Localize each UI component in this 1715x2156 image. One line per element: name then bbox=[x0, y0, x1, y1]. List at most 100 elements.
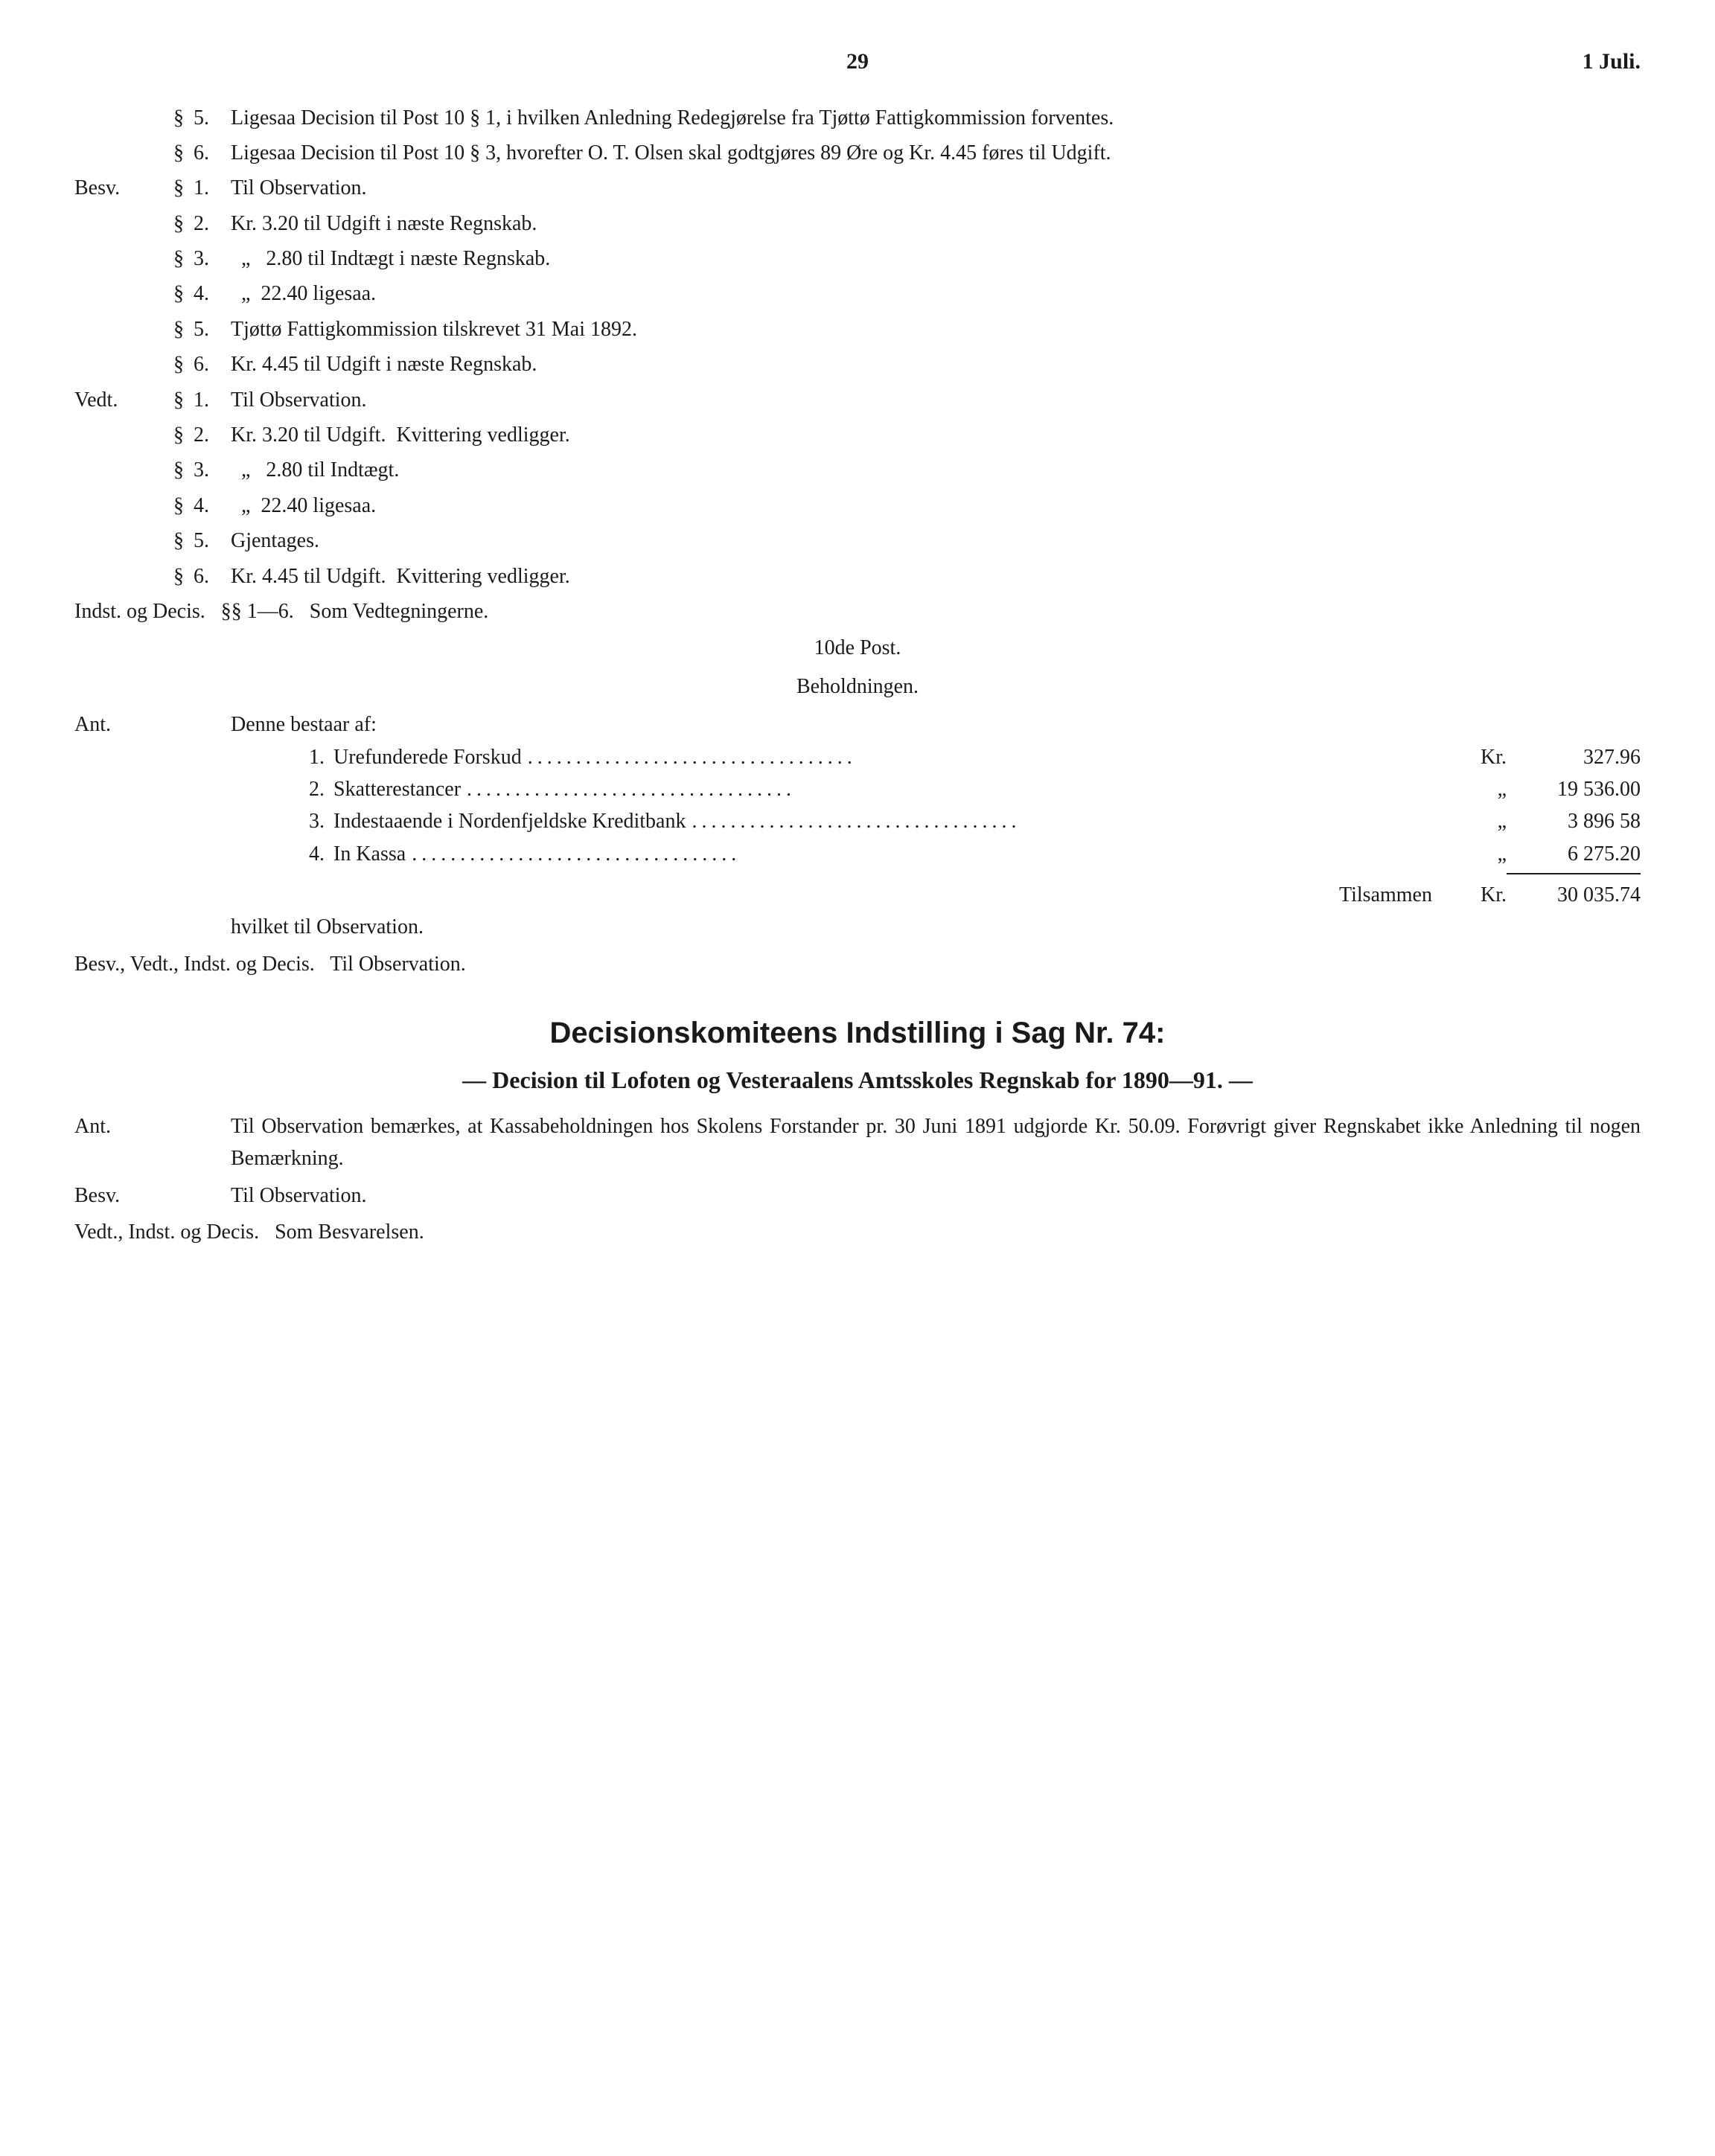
beholdning-kr: „ bbox=[1454, 838, 1507, 870]
beholdning-desc: Skatterestancer bbox=[333, 773, 461, 805]
entry-text: „ 2.80 til Indtægt i næste Regnskab. bbox=[231, 243, 1641, 275]
entry-text: „ 22.40 ligesaa. bbox=[231, 278, 1641, 310]
section-number: 5. bbox=[194, 102, 231, 134]
beholdning-row: 4.In Kassa..............................… bbox=[74, 838, 1641, 870]
sum-kr: Kr. bbox=[1454, 879, 1507, 911]
section-number: 4. bbox=[194, 490, 231, 522]
subtitle: — Decision til Lofoten og Vesteraalens A… bbox=[74, 1063, 1641, 1097]
beholdning-num: 3. bbox=[298, 805, 333, 837]
entry-text: Til Observation. bbox=[231, 384, 1641, 416]
entry-row: Besv.§1.Til Observation. bbox=[74, 172, 1641, 204]
section-symbol: § bbox=[164, 102, 194, 134]
sum-line: Tilsammen Kr. 30 035.74 bbox=[74, 879, 1641, 911]
entry-row: §6.Ligesaa Decision til Post 10 § 3, hvo… bbox=[74, 137, 1641, 169]
entry-row: Vedt.§1.Til Observation. bbox=[74, 384, 1641, 416]
section-number: 5. bbox=[194, 313, 231, 345]
beholdning-desc: In Kassa bbox=[333, 838, 406, 870]
section-symbol: § bbox=[164, 490, 194, 522]
post-title: 10de Post. bbox=[74, 632, 1641, 664]
entry-row: §3. „ 2.80 til Indtægt i næste Regnskab. bbox=[74, 243, 1641, 275]
entry-row: §6.Kr. 4.45 til Udgift i næste Regnskab. bbox=[74, 348, 1641, 380]
main-title: Decisionskomiteens Indstilling i Sag Nr.… bbox=[74, 1010, 1641, 1056]
ant2-label: Ant. bbox=[74, 1110, 231, 1142]
section-number: 3. bbox=[194, 454, 231, 486]
dot-leader: .................................. bbox=[412, 838, 1449, 870]
entry-row: §4. „ 22.40 ligesaa. bbox=[74, 490, 1641, 522]
beholdning-value: 6 275.20 bbox=[1507, 838, 1641, 870]
section-symbol: § bbox=[164, 384, 194, 416]
entry-text: Ligesaa Decision til Post 10 § 3, hvoref… bbox=[231, 137, 1641, 169]
beholdning-value: 19 536.00 bbox=[1507, 773, 1641, 805]
entry-text: „ 22.40 ligesaa. bbox=[231, 490, 1641, 522]
entry-text: Kr. 4.45 til Udgift i næste Regnskab. bbox=[231, 348, 1641, 380]
section-symbol: § bbox=[164, 454, 194, 486]
entry-text: Tjøttø Fattigkommission tilskrevet 31 Ma… bbox=[231, 313, 1641, 345]
entry-row: §3. „ 2.80 til Indtægt. bbox=[74, 454, 1641, 486]
section-number: 2. bbox=[194, 419, 231, 451]
section-number: 1. bbox=[194, 172, 231, 204]
section-symbol: § bbox=[164, 172, 194, 204]
section-symbol: § bbox=[164, 560, 194, 592]
section-symbol: § bbox=[164, 525, 194, 557]
section-symbol: § bbox=[164, 278, 194, 310]
page-header: 29 1 Juli. bbox=[74, 45, 1641, 80]
ant2-text: Til Observation bemærkes, at Kassabehold… bbox=[231, 1110, 1641, 1175]
section-number: 4. bbox=[194, 278, 231, 310]
entry-text: „ 2.80 til Indtægt. bbox=[231, 454, 1641, 486]
beholdning-kr: „ bbox=[1454, 805, 1507, 837]
ant-label: Ant. bbox=[74, 708, 231, 740]
beholdning-kr: „ bbox=[1454, 773, 1507, 805]
entry-text: Gjentages. bbox=[231, 525, 1641, 557]
section-number: 6. bbox=[194, 348, 231, 380]
besv2-label: Besv. bbox=[74, 1180, 231, 1212]
beholdning-row: 1.Urefunderede Forskud..................… bbox=[74, 741, 1641, 773]
besv2-text: Til Observation. bbox=[231, 1180, 367, 1212]
bvid-line: Besv., Vedt., Indst. og Decis. Til Obser… bbox=[74, 948, 1641, 980]
entry-text: Ligesaa Decision til Post 10 § 1, i hvil… bbox=[231, 102, 1641, 134]
indst-line: Indst. og Decis. §§ 1—6. Som Vedtegninge… bbox=[74, 595, 1641, 627]
dot-leader: .................................. bbox=[692, 805, 1449, 837]
section-symbol: § bbox=[164, 243, 194, 275]
entry-row: §2.Kr. 3.20 til Udgift. Kvittering vedli… bbox=[74, 419, 1641, 451]
entry-text: Kr. 3.20 til Udgift i næste Regnskab. bbox=[231, 208, 1641, 240]
entry-text: Til Observation. bbox=[231, 172, 1641, 204]
section-number: 3. bbox=[194, 243, 231, 275]
beholdning-row: 3.Indestaaende i Nordenfjeldske Kreditba… bbox=[74, 805, 1641, 837]
sum-label: Tilsammen bbox=[1339, 879, 1432, 911]
dot-leader: .................................. bbox=[467, 773, 1449, 805]
beholdning-desc: Indestaaende i Nordenfjeldske Kreditbank bbox=[333, 805, 686, 837]
page-number: 29 bbox=[223, 45, 1492, 80]
dot-leader: .................................. bbox=[528, 741, 1449, 773]
section-symbol: § bbox=[164, 137, 194, 169]
entry-row: §6.Kr. 4.45 til Udgift. Kvittering vedli… bbox=[74, 560, 1641, 592]
entry-row: §2.Kr. 3.20 til Udgift i næste Regnskab. bbox=[74, 208, 1641, 240]
final-line: Vedt., Indst. og Decis. Som Besvarelsen. bbox=[74, 1216, 1641, 1248]
section-symbol: § bbox=[164, 208, 194, 240]
observation-note: hvilket til Observation. bbox=[74, 911, 1641, 943]
entry-row: §4. „ 22.40 ligesaa. bbox=[74, 278, 1641, 310]
section-number: 5. bbox=[194, 525, 231, 557]
header-date: 1 Juli. bbox=[1492, 45, 1641, 80]
entry-row: §5.Ligesaa Decision til Post 10 § 1, i h… bbox=[74, 102, 1641, 134]
beholdning-num: 2. bbox=[298, 773, 333, 805]
section-number: 1. bbox=[194, 384, 231, 416]
beholdning-value: 327.96 bbox=[1507, 741, 1641, 773]
section-symbol: § bbox=[164, 313, 194, 345]
beholdning-num: 4. bbox=[298, 838, 333, 870]
ant-intro: Denne bestaar af: bbox=[231, 708, 377, 740]
section-number: 6. bbox=[194, 137, 231, 169]
entry-text: Kr. 3.20 til Udgift. Kvittering vedligge… bbox=[231, 419, 1641, 451]
margin-label: Vedt. bbox=[74, 384, 164, 416]
sum-value: 30 035.74 bbox=[1507, 879, 1641, 911]
section-symbol: § bbox=[164, 419, 194, 451]
section-number: 6. bbox=[194, 560, 231, 592]
section-symbol: § bbox=[164, 348, 194, 380]
entry-text: Kr. 4.45 til Udgift. Kvittering vedligge… bbox=[231, 560, 1641, 592]
entry-row: §5.Gjentages. bbox=[74, 525, 1641, 557]
margin-label: Besv. bbox=[74, 172, 164, 204]
section-number: 2. bbox=[194, 208, 231, 240]
beholdning-kr: Kr. bbox=[1454, 741, 1507, 773]
beholdning-value: 3 896 58 bbox=[1507, 805, 1641, 837]
post-subtitle: Beholdningen. bbox=[74, 671, 1641, 703]
beholdning-num: 1. bbox=[298, 741, 333, 773]
